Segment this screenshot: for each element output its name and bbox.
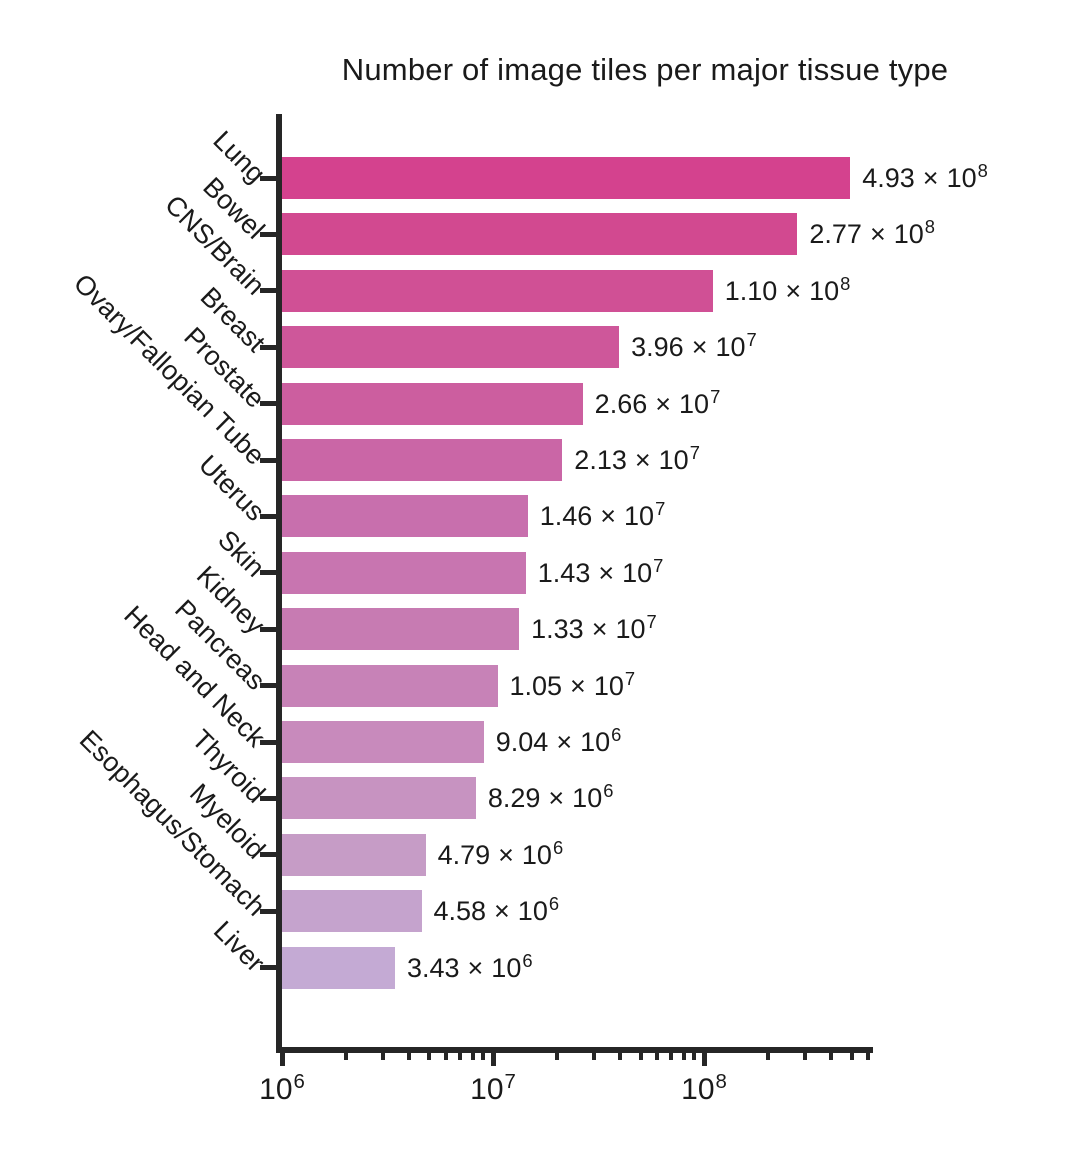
bar-value-label: 4.93 × 108 — [862, 159, 988, 193]
x-tick-label: 106 — [259, 1070, 305, 1106]
x-axis-minor-tick — [470, 1047, 475, 1060]
bar-value-label: 2.13 × 107 — [574, 441, 700, 475]
bar-head-and-neck — [282, 721, 484, 763]
bar-esophagus-stomach — [282, 890, 422, 933]
y-axis-tick — [260, 231, 276, 237]
bar-pancreas — [282, 664, 498, 707]
bar-liver — [282, 946, 395, 989]
bar-value-label: 1.05 × 107 — [509, 667, 636, 701]
y-axis-tick — [260, 401, 276, 407]
y-axis-tick — [260, 739, 276, 745]
bar-ovary-fallopian-tube — [282, 439, 563, 481]
x-axis-minor-tick — [638, 1047, 643, 1060]
bar-myeloid — [282, 833, 426, 876]
x-axis-minor-tick — [458, 1047, 463, 1060]
bar-value-label: 4.79 × 106 — [437, 836, 564, 870]
bar-uterus — [282, 495, 528, 538]
x-axis-minor-tick — [554, 1047, 559, 1060]
bar-value-label: 4.58 × 106 — [433, 893, 560, 927]
x-axis-minor-tick — [802, 1047, 807, 1060]
x-axis-minor-tick — [481, 1047, 486, 1060]
bar-value-label: 1.43 × 107 — [537, 554, 664, 588]
x-axis-minor-tick — [681, 1047, 686, 1060]
bar-bowel — [282, 213, 798, 256]
bar-value-label: 3.43 × 106 — [406, 949, 533, 983]
chart-title: Number of image tiles per major tissue t… — [341, 52, 949, 87]
y-axis-tick — [260, 683, 276, 689]
x-axis-minor-tick — [427, 1047, 432, 1060]
x-axis-major-tick — [279, 1047, 285, 1066]
x-tick-label: 108 — [681, 1070, 727, 1106]
bar-skin — [282, 551, 526, 594]
x-axis-minor-tick — [343, 1047, 348, 1060]
x-axis-major-tick — [701, 1047, 707, 1066]
y-axis-tick — [260, 344, 276, 350]
bar-breast — [282, 326, 620, 369]
bar-thyroid — [282, 777, 476, 820]
x-axis-minor-tick — [849, 1047, 854, 1060]
category-label-uterus: Uterus — [193, 449, 271, 527]
x-axis-minor-tick — [655, 1047, 660, 1060]
x-axis-minor-tick — [591, 1047, 596, 1060]
bar-value-label: 2.66 × 107 — [594, 385, 721, 419]
y-axis-tick — [260, 570, 276, 576]
y-axis-tick — [260, 965, 276, 971]
x-axis-minor-tick — [669, 1047, 674, 1060]
y-axis-tick — [260, 288, 276, 294]
y-axis-tick — [260, 457, 276, 463]
y-axis-tick — [260, 795, 276, 801]
x-axis-major-tick — [490, 1047, 496, 1066]
bar-value-label: 1.10 × 108 — [724, 272, 851, 306]
x-axis-minor-tick — [765, 1047, 770, 1060]
x-axis-minor-tick — [407, 1047, 412, 1060]
x-axis-minor-tick — [692, 1047, 697, 1060]
y-axis-tick — [260, 908, 276, 914]
bar-value-label: 2.77 × 108 — [809, 216, 935, 250]
x-axis-minor-tick — [866, 1047, 871, 1060]
y-axis-tick — [260, 626, 276, 632]
x-axis-minor-tick — [380, 1047, 385, 1060]
bar-value-label: 8.29 × 106 — [487, 780, 614, 814]
bar-value-label: 3.96 × 107 — [631, 329, 757, 363]
x-axis-minor-tick — [618, 1047, 623, 1060]
plot-area: 4.93 × 108 2.77 × 108 1.10 × 108 3.96 × 107 2.66 × 107… — [276, 114, 988, 1053]
y-axis-tick — [260, 175, 276, 181]
bar-prostate — [282, 382, 583, 425]
y-axis-tick — [260, 852, 276, 858]
bar-value-label: 9.04 × 106 — [495, 723, 622, 757]
x-axis-minor-tick — [444, 1047, 449, 1060]
bar-value-label: 1.46 × 107 — [539, 498, 666, 532]
bar-cns-brain — [282, 269, 713, 312]
bar-kidney — [282, 608, 520, 651]
bar-value-label: 1.33 × 107 — [531, 611, 657, 645]
x-axis-minor-tick — [829, 1047, 834, 1060]
x-tick-label: 107 — [470, 1070, 516, 1106]
y-axis-tick — [260, 513, 276, 519]
bar-lung — [282, 157, 851, 199]
